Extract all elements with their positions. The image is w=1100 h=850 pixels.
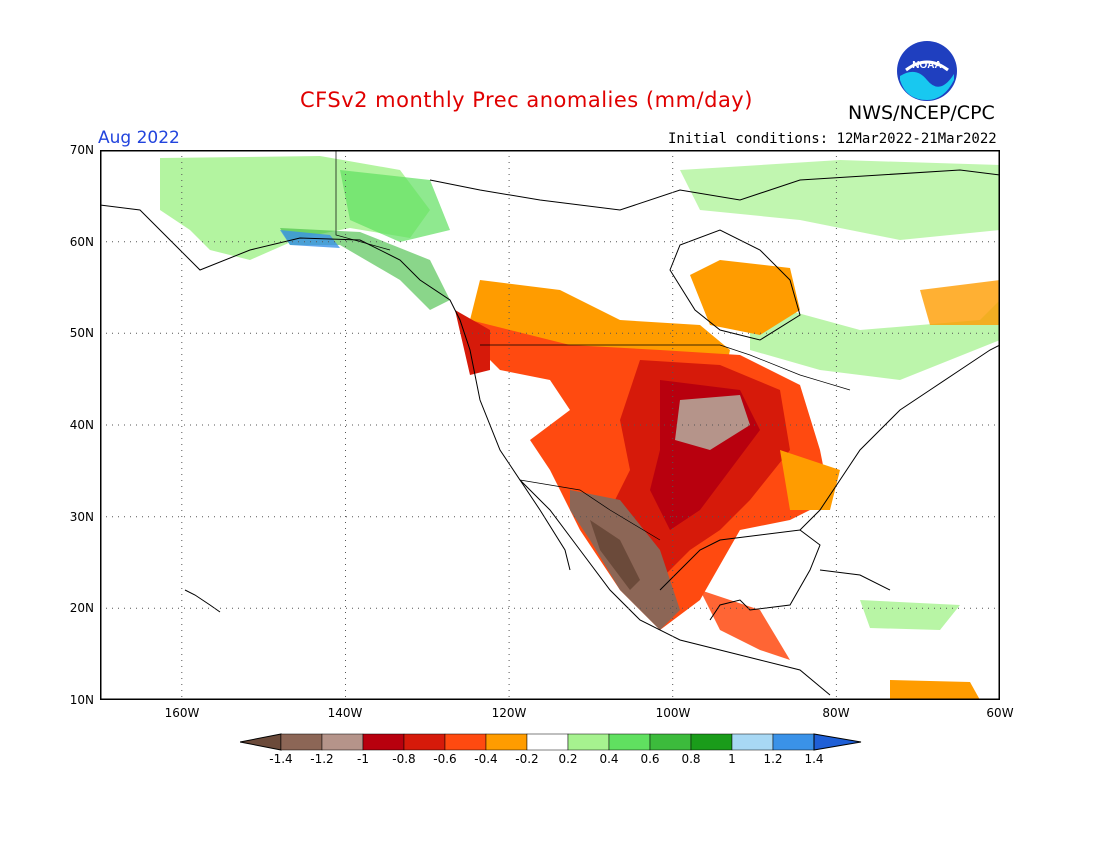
colorbar-swatch-13 bbox=[772, 733, 815, 751]
dry-region-central-america bbox=[700, 590, 790, 660]
precip-anomaly-map bbox=[100, 150, 1000, 700]
colorbar-tick-label: -1 bbox=[357, 752, 369, 766]
colorbar-swatch-2 bbox=[321, 733, 364, 751]
lat-label-70n: 70N bbox=[69, 143, 94, 157]
dry-region-pnw bbox=[455, 310, 490, 375]
colorbar-tick-label: 1 bbox=[728, 752, 736, 766]
lon-label-60w: 60W bbox=[986, 706, 1014, 720]
noaa-logo: NOAA bbox=[897, 41, 957, 101]
colorbar bbox=[240, 733, 862, 751]
lat-label-20n: 20N bbox=[69, 601, 94, 615]
lat-label-50n: 50N bbox=[69, 326, 94, 340]
colorbar-swatch-4 bbox=[403, 733, 446, 751]
coast-cuba bbox=[819, 569, 891, 591]
lon-label-160w: 160W bbox=[164, 706, 200, 720]
lon-label-80w: 80W bbox=[822, 706, 850, 720]
agency-label: NWS/NCEP/CPC bbox=[848, 102, 995, 124]
colorbar-swatch-9 bbox=[608, 733, 651, 751]
political-borders bbox=[335, 150, 851, 541]
border-us-mexico bbox=[519, 479, 661, 541]
forecast-period: Aug 2022 bbox=[98, 128, 180, 148]
map-frame bbox=[100, 150, 1000, 700]
colorbar-swatch-11 bbox=[690, 733, 733, 751]
colorbar-tick-label: 0.6 bbox=[640, 752, 660, 766]
dry-region-labrador bbox=[920, 280, 1000, 325]
dry-region-mexico-core bbox=[590, 520, 640, 590]
wet-region-bc-blue bbox=[280, 230, 340, 248]
lon-label-140w: 140W bbox=[327, 706, 363, 720]
graticule bbox=[100, 150, 1000, 700]
colorbar-swatch-3 bbox=[362, 733, 405, 751]
svg-text:NOAA: NOAA bbox=[912, 60, 941, 71]
lon-label-100w: 100W bbox=[655, 706, 691, 720]
coast-gulf-mexico bbox=[659, 529, 821, 621]
coast-arctic bbox=[429, 169, 1000, 211]
colorbar-tick-label: -0.6 bbox=[433, 752, 457, 766]
colorbar-tick-label: 1.2 bbox=[763, 752, 783, 766]
colorbar-swatch-above-max bbox=[813, 733, 862, 751]
lat-label-30n: 30N bbox=[69, 510, 94, 524]
dry-region-hudson bbox=[690, 260, 800, 335]
colorbar-tick-label: -0.4 bbox=[474, 752, 498, 766]
lat-label-10n: 10N bbox=[69, 693, 94, 707]
colorbar-swatch-5 bbox=[444, 733, 487, 751]
coast-alaska bbox=[100, 204, 831, 696]
initial-conditions: Initial conditions: 12Mar2022-21Mar2022 bbox=[668, 131, 997, 147]
colorbar-tick-label: 0.4 bbox=[599, 752, 619, 766]
dry-region-midwest-brown bbox=[675, 395, 750, 450]
colorbar-tick-label: 0.8 bbox=[681, 752, 701, 766]
wet-region-arctic-east bbox=[680, 160, 1000, 240]
anomaly-fill bbox=[160, 156, 1000, 700]
colorbar-swatch-6 bbox=[485, 733, 528, 751]
colorbar-swatch-below-min bbox=[240, 733, 282, 751]
colorbar-swatch-1 bbox=[280, 733, 323, 751]
wet-region-yukon bbox=[340, 170, 450, 242]
border-us-canada bbox=[480, 344, 851, 391]
wet-region-east-canada bbox=[750, 300, 1000, 380]
lat-label-40n: 40N bbox=[69, 418, 94, 432]
colorbar-tick-label: -1.4 bbox=[269, 752, 293, 766]
colorbar-swatch-12 bbox=[731, 733, 774, 751]
colorbar-tick-label: 0.2 bbox=[558, 752, 578, 766]
dry-region-southamerica bbox=[890, 680, 980, 700]
lat-label-60n: 60N bbox=[69, 235, 94, 249]
lon-label-120w: 120W bbox=[491, 706, 527, 720]
coast-hudson-bay bbox=[669, 229, 801, 341]
colorbar-tick-label: -0.8 bbox=[392, 752, 416, 766]
colorbar-tick-label: 1.4 bbox=[804, 752, 824, 766]
wet-region-carribean bbox=[860, 600, 960, 630]
colorbar-tick-label: -0.2 bbox=[515, 752, 539, 766]
coast-east-us bbox=[799, 344, 1000, 531]
coast-baja bbox=[519, 479, 571, 571]
colorbar-swatch-7 bbox=[526, 733, 569, 751]
border-alaska-canada bbox=[335, 150, 391, 251]
map-title: CFSv2 monthly Prec anomalies (mm/day) bbox=[300, 88, 753, 112]
dry-region-southeast bbox=[780, 450, 840, 510]
colorbar-tick-label: -1.2 bbox=[310, 752, 334, 766]
colorbar-swatch-8 bbox=[567, 733, 610, 751]
colorbar-swatch-10 bbox=[649, 733, 692, 751]
coastlines bbox=[100, 169, 1000, 696]
